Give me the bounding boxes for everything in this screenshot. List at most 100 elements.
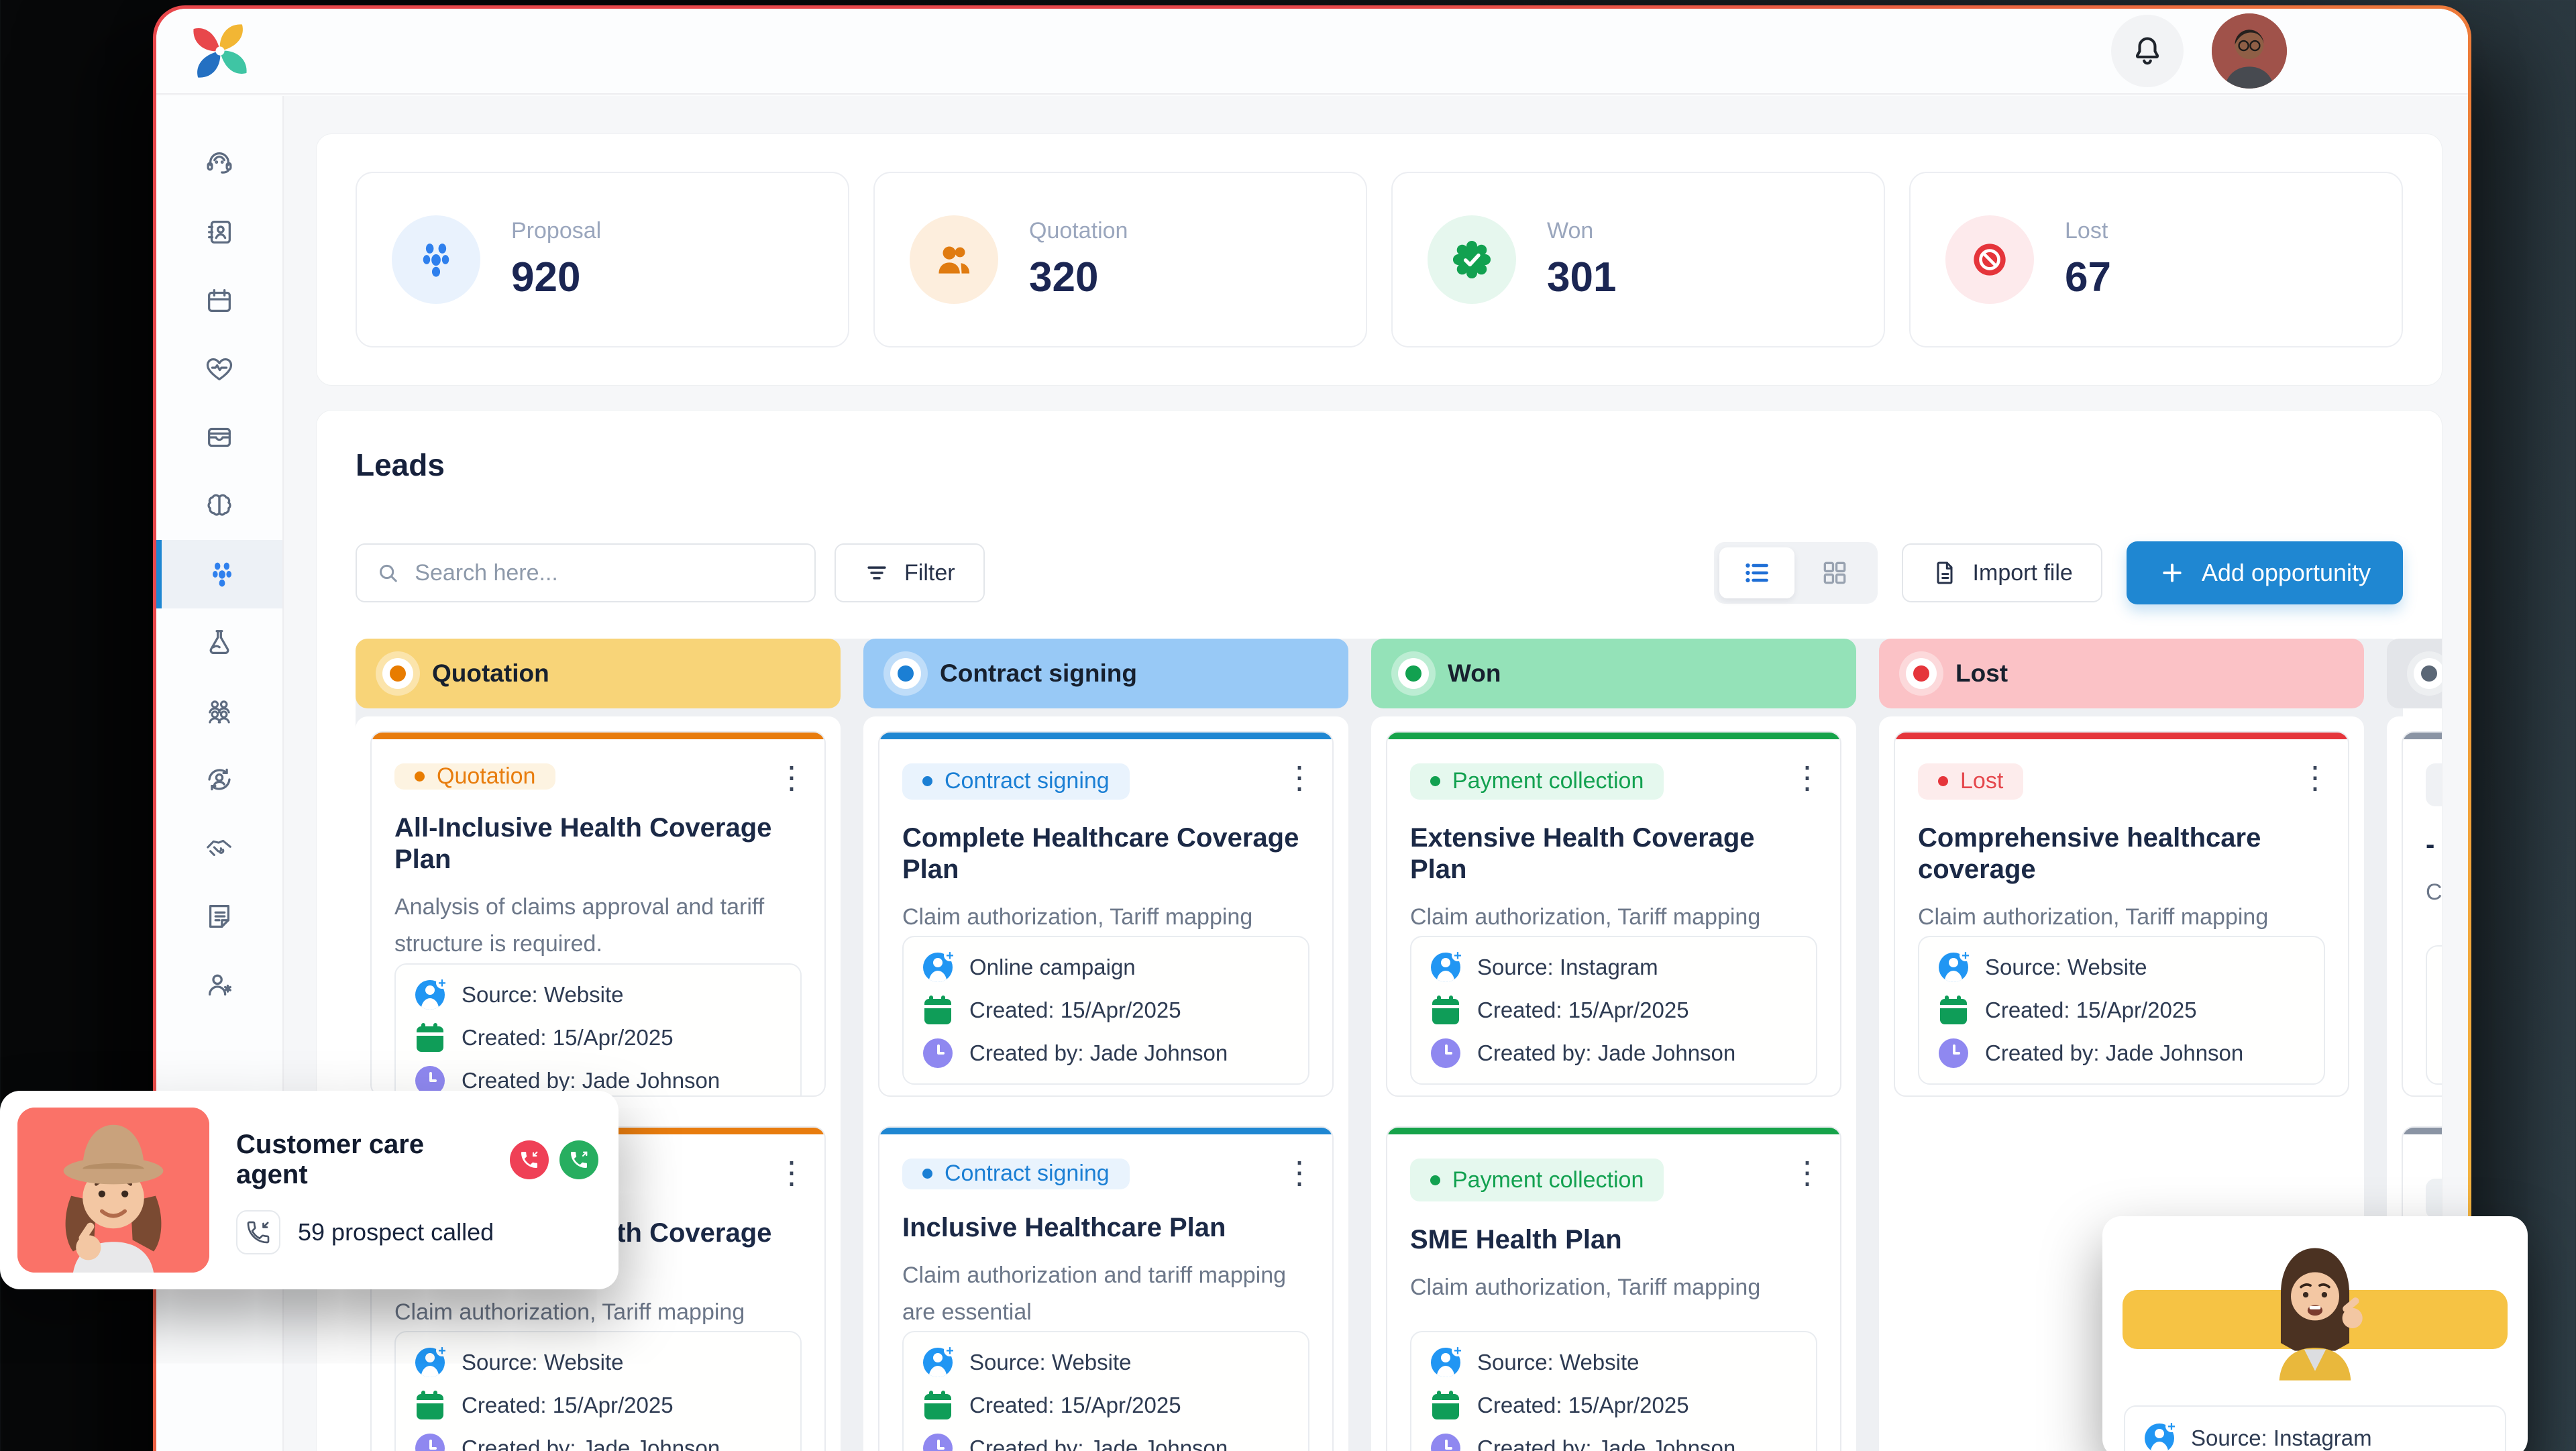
sidebar-item-calendar[interactable]: [156, 266, 282, 335]
kebab-menu-icon[interactable]: ⋮: [1284, 760, 1315, 795]
stat-card-won: Won 301: [1391, 172, 1885, 347]
calendar-icon: [922, 1390, 953, 1421]
card-meta: + Source: Instagram: [2124, 1405, 2506, 1451]
column-header[interactable]: [2387, 639, 2442, 708]
card-title: Complete Healthcare Coverage Plan: [902, 822, 1299, 884]
source-icon: +: [1430, 949, 1464, 983]
kebab-menu-icon[interactable]: ⋮: [776, 760, 807, 795]
kebab-menu-icon[interactable]: ⋮: [1792, 1155, 1823, 1190]
stat-card-quotation: Quotation 320: [873, 172, 1367, 347]
calendar-icon: [1430, 1390, 1461, 1421]
clock-icon: [415, 1433, 445, 1451]
leads-panel: Leads Filter: [316, 410, 2443, 1451]
lead-card[interactable]: Payment collection ⋮ Extensive Health Co…: [1386, 731, 1841, 1097]
status-badge: [2426, 1179, 2442, 1219]
lead-card[interactable]: Contract signing ⋮ Complete Healthcare C…: [878, 731, 1334, 1097]
list-view-icon: [1745, 563, 1768, 583]
card-title: Inclusive Healthcare Plan: [902, 1212, 1226, 1242]
source-icon: +: [1430, 1344, 1464, 1378]
search-input[interactable]: [415, 559, 796, 586]
search-box[interactable]: [356, 543, 816, 602]
card-meta: [2426, 945, 2442, 1085]
column-header[interactable]: Quotation: [356, 639, 841, 708]
sidebar-item-health[interactable]: [156, 335, 282, 403]
lead-card[interactable]: ⋮ - C: [2402, 731, 2442, 1097]
card-description: Claim authorization, Tariff mapping: [902, 904, 1253, 930]
source-icon: +: [922, 949, 956, 983]
contacts-book-icon: [208, 221, 231, 244]
accept-call-button[interactable]: [559, 1140, 598, 1179]
card-meta: + Source: Instagram Created: 15/Apr/2025 …: [1410, 936, 1817, 1085]
stat-label: Quotation: [1029, 218, 1128, 244]
sidebar-item-lab[interactable]: [156, 608, 282, 677]
calendar-icon: [415, 1390, 445, 1421]
column-header[interactable]: Won: [1371, 639, 1856, 708]
kebab-menu-icon[interactable]: ⋮: [2300, 760, 2330, 795]
kebab-menu-icon[interactable]: ⋮: [1284, 1155, 1315, 1190]
bell-icon: [2135, 37, 2159, 65]
search-icon: [380, 564, 397, 582]
main-content: Proposal 920 Quotation 320: [284, 96, 2468, 1451]
grid-view-icon: [1823, 561, 1845, 584]
filter-lines-icon: [867, 566, 886, 580]
incoming-call-icon: [521, 1151, 538, 1168]
card-meta: + Source: Website Created: 15/Apr/2025 Cr…: [394, 963, 802, 1095]
stat-label: Won: [1547, 218, 1594, 244]
column-header[interactable]: Lost: [1879, 639, 2364, 708]
logo-pinwheel-icon: [193, 24, 247, 78]
people-cluster-icon: [213, 562, 231, 587]
handshake-icon: [207, 839, 231, 857]
grid-view-button[interactable]: [1797, 547, 1872, 598]
stat-value: 67: [2065, 254, 2111, 301]
sidebar-item-leads[interactable]: [156, 540, 282, 608]
view-toggle: [1713, 542, 1878, 604]
verified-seal-icon: [1452, 240, 1491, 279]
decline-call-button[interactable]: [510, 1140, 549, 1179]
status-badge: Payment collection: [1410, 1159, 1664, 1201]
card-description: Claim authorization, Tariff mapping: [1918, 904, 2269, 930]
stat-label: Lost: [2065, 218, 2108, 244]
calendar-icon: [1938, 995, 1969, 1026]
import-file-button[interactable]: Import file: [1901, 543, 2102, 602]
card-title: Extensive Health Coverage Plan: [1410, 822, 1755, 884]
sidebar-item-user-settings[interactable]: [156, 951, 282, 1019]
kebab-menu-icon[interactable]: ⋮: [1792, 760, 1823, 795]
column-header[interactable]: Contract signing: [863, 639, 1348, 708]
card-description: Claim authorization, Tariff mapping: [1410, 1275, 1761, 1301]
lead-card[interactable]: Quotation ⋮ All-Inclusive Health Coverag…: [370, 731, 826, 1097]
clock-icon: [1430, 1038, 1461, 1069]
source-icon: +: [922, 1344, 956, 1378]
sidebar-item-wallet[interactable]: [156, 403, 282, 472]
sidebar-item-notes[interactable]: [156, 882, 282, 951]
card-meta: + Source: Website Created: 15/Apr/2025 Cr…: [394, 1331, 802, 1451]
user-gear-icon: [208, 974, 231, 996]
card-description: Analysis of claims approval and tariff s…: [394, 894, 765, 957]
status-badge: Contract signing: [902, 763, 1130, 800]
sidebar-item-partners[interactable]: [156, 814, 282, 882]
sidebar-item-sync[interactable]: [156, 745, 282, 814]
notifications-button[interactable]: [2111, 15, 2184, 87]
sidebar-item-team[interactable]: [156, 677, 282, 745]
list-view-button[interactable]: [1719, 547, 1794, 598]
sidebar-item-support[interactable]: [156, 129, 282, 198]
kebab-menu-icon[interactable]: ⋮: [776, 1155, 807, 1190]
sidebar-item-brain[interactable]: [156, 472, 282, 540]
card-title: Comprehensive healthcare coverage: [1918, 822, 2261, 884]
add-opportunity-button[interactable]: Add opportunity: [2126, 541, 2403, 604]
source-icon: +: [2144, 1420, 2178, 1451]
sidebar-item-contacts[interactable]: [156, 198, 282, 266]
stats-panel: Proposal 920 Quotation 320: [316, 133, 2443, 386]
user-avatar[interactable]: [2212, 13, 2287, 89]
kanban-board: Quotation Quotation ⋮ All-Inclusive Heal…: [356, 639, 2442, 1451]
care-card-title: Customer care agent: [236, 1130, 425, 1189]
column-quotation: Quotation Quotation ⋮ All-Inclusive Heal…: [356, 639, 841, 1451]
lead-card[interactable]: Lost ⋮ Comprehensive healthcare coverage…: [1894, 731, 2349, 1097]
plus-icon: [2163, 563, 2182, 582]
lead-card[interactable]: Payment collection ⋮ SME Health Plan Cla…: [1386, 1126, 1841, 1451]
filter-button[interactable]: Filter: [835, 543, 985, 602]
lead-memoji-avatar: [2279, 1248, 2363, 1381]
page-title: Leads: [356, 447, 445, 482]
lead-card[interactable]: Contract signing ⋮ Inclusive Healthcare …: [878, 1126, 1334, 1451]
people-pair-icon: [938, 246, 970, 274]
outgoing-call-icon: [571, 1151, 588, 1168]
